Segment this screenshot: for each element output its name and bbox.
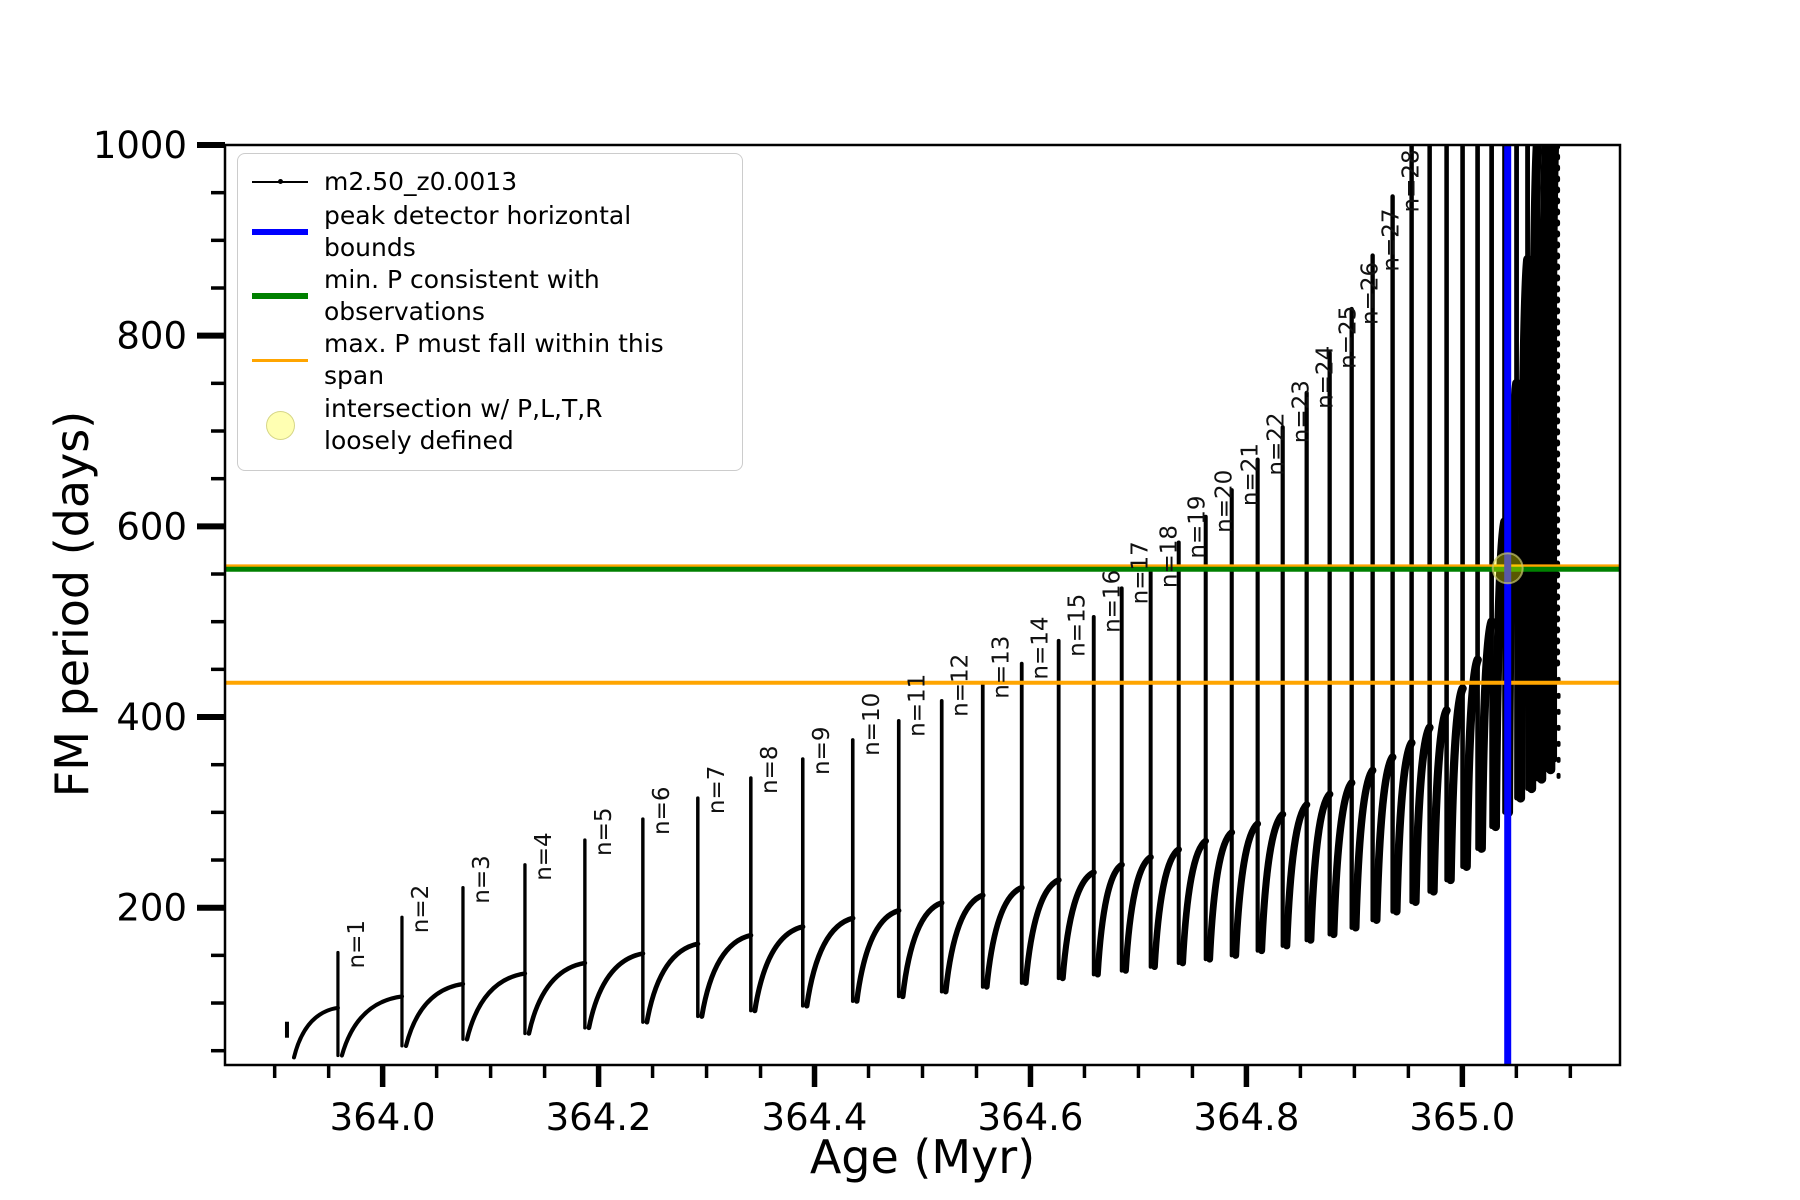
data-arc-segment xyxy=(403,981,466,1049)
legend-item-series: m2.50_z0.0013 xyxy=(252,164,728,200)
legend-item-intersection: intersection w/ P,L,T,R loosely defined xyxy=(252,392,728,458)
spike-label: n=3 xyxy=(469,855,495,903)
y-tick-label: 200 xyxy=(116,887,187,930)
spike-label: n=8 xyxy=(757,746,783,794)
data-arc-segment xyxy=(1307,790,1334,944)
data-arc-segment xyxy=(983,884,1025,990)
data-arc-segment xyxy=(1179,837,1210,967)
spike-label: n=16 xyxy=(1100,570,1126,633)
spike-label: n=10 xyxy=(859,693,885,756)
legend-label-max-p: max. P must fall within this span xyxy=(324,329,664,390)
spike-label: n=22 xyxy=(1264,412,1290,475)
legend-label-series: m2.50_z0.0013 xyxy=(324,167,518,196)
data-arc-segment xyxy=(1411,723,1434,907)
blue-line-swatch xyxy=(252,229,308,235)
spike-label: n=18 xyxy=(1157,525,1183,588)
spike-label: n=20 xyxy=(1212,470,1238,533)
marker-dot-icon xyxy=(278,179,283,184)
data-arc-segment xyxy=(1372,753,1397,924)
data-arc-segment xyxy=(292,1005,340,1060)
legend-item-max-p: max. P must fall within this span xyxy=(252,328,728,392)
spike-label: n=4 xyxy=(531,832,557,880)
x-tick-label: 364.0 xyxy=(330,1096,436,1139)
intersection-marker xyxy=(1491,552,1524,585)
data-arc-segment xyxy=(644,941,701,1025)
y-tick-label: 600 xyxy=(116,505,187,548)
data-arc-segment xyxy=(804,915,856,1009)
spike-label: n=7 xyxy=(704,766,730,814)
data-arc-segment xyxy=(854,907,902,1004)
x-tick-label: 364.8 xyxy=(1193,1096,1299,1139)
legend-item-peak-detector: peak detector horizontal bounds xyxy=(252,200,728,264)
intersection-circle-icon xyxy=(265,410,295,440)
y-tick-label: 1000 xyxy=(93,124,187,167)
spike-label: n=15 xyxy=(1065,594,1091,657)
data-arc-segment xyxy=(1206,829,1236,963)
data-arc-segment xyxy=(1094,861,1125,978)
spike-label: n=24 xyxy=(1313,346,1339,409)
data-arc-segment xyxy=(899,900,945,1000)
spike-label: n=1 xyxy=(344,920,370,968)
data-arc-segment xyxy=(1329,779,1356,939)
x-tick-label: 365.0 xyxy=(1409,1096,1515,1139)
spike-label: n=21 xyxy=(1238,443,1264,506)
data-arc-segment xyxy=(699,932,754,1019)
data-arc-segment xyxy=(339,994,405,1058)
y-tick-label: 400 xyxy=(116,696,187,739)
legend: m2.50_z0.0013 peak detector horizontal b… xyxy=(237,153,743,471)
data-arc-segment xyxy=(1059,869,1097,982)
spike-label: n=6 xyxy=(649,787,675,835)
series-line-swatch xyxy=(252,179,308,184)
x-tick-label: 364.4 xyxy=(762,1096,868,1139)
data-arc-segment xyxy=(1232,820,1262,959)
data-arc-segment xyxy=(942,892,986,995)
x-tick-label: 364.2 xyxy=(546,1096,652,1139)
legend-label-intersection: intersection w/ P,L,T,R loosely defined xyxy=(324,394,603,455)
spike-label: n=27 xyxy=(1379,208,1405,271)
data-arc-segment xyxy=(1151,846,1182,971)
yellow-circle-swatch xyxy=(252,410,308,440)
spike-label: n=2 xyxy=(408,885,434,933)
x-tick-label: 364.6 xyxy=(978,1096,1084,1139)
data-arc-segment xyxy=(752,924,806,1014)
spike-label: n=19 xyxy=(1185,495,1211,558)
spike-label: n=28 xyxy=(1399,149,1425,212)
green-line-swatch xyxy=(252,293,308,299)
spike-label: n=14 xyxy=(1028,616,1054,679)
data-arc-segment xyxy=(1022,877,1062,986)
orange-line-swatch xyxy=(252,358,308,362)
data-arc-segment xyxy=(1122,854,1154,974)
data-arc-segment xyxy=(1258,810,1287,955)
spike-label: n=9 xyxy=(809,727,835,775)
spike-label: n=13 xyxy=(989,636,1015,699)
spike-label: n=5 xyxy=(591,808,617,856)
data-arc-segment xyxy=(1283,801,1311,950)
x-axis-label: Age (Myr) xyxy=(809,1130,1036,1184)
data-arc-segment xyxy=(464,971,528,1042)
spike-label: n=23 xyxy=(1289,380,1315,443)
legend-item-min-p: min. P consistent with observations xyxy=(252,264,728,328)
spike-label: n=12 xyxy=(948,654,974,717)
data-arc-segment xyxy=(1392,738,1416,916)
data-arc-segment xyxy=(1351,766,1377,932)
spike-label: n=26 xyxy=(1358,262,1384,325)
legend-label-min-p: min. P consistent with observations xyxy=(324,265,600,326)
spike-label: n=11 xyxy=(905,674,931,737)
y-tick-label: 800 xyxy=(116,315,187,358)
data-arc-segment xyxy=(586,951,646,1031)
spike-label: n=25 xyxy=(1336,306,1362,369)
data-arc-segment xyxy=(526,960,588,1036)
legend-label-peak-detector: peak detector horizontal bounds xyxy=(324,201,632,262)
y-axis-label: FM period (days) xyxy=(45,410,99,798)
spike-label: n=17 xyxy=(1128,541,1154,604)
